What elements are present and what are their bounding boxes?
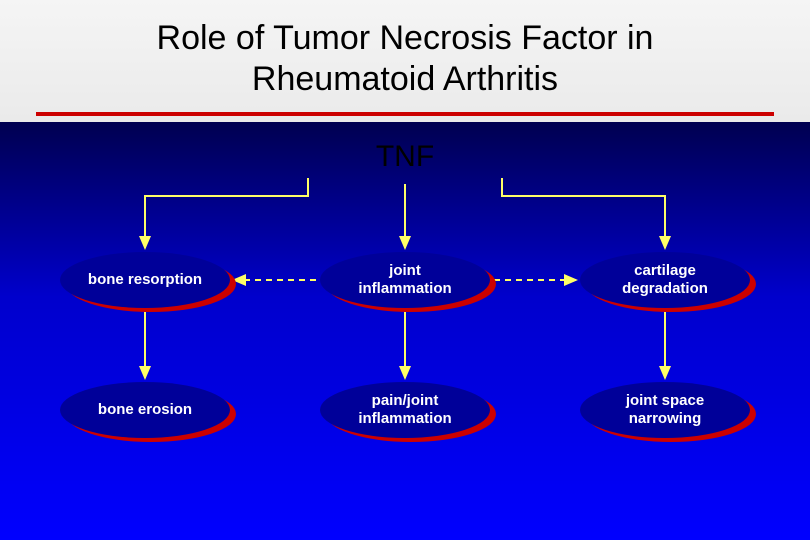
title-divider xyxy=(36,112,774,116)
node-n6: joint spacenarrowing xyxy=(580,382,750,438)
slide-title: Role of Tumor Necrosis Factor in Rheumat… xyxy=(0,0,810,112)
root-label: TNF xyxy=(376,140,434,174)
title-line-1: Role of Tumor Necrosis Factor in xyxy=(157,19,654,57)
node-n4: bone erosion xyxy=(60,382,230,438)
node-n5: pain/jointinflammation xyxy=(320,382,490,438)
title-area: Role of Tumor Necrosis Factor in Rheumat… xyxy=(0,0,810,122)
node-n1: bone resorption xyxy=(60,252,230,308)
title-line-2: Rheumatoid Arthritis xyxy=(252,60,558,98)
edge-root-n1 xyxy=(145,178,308,248)
edge-root-n3 xyxy=(502,178,665,248)
arrow-layer xyxy=(0,122,810,522)
node-n3: cartilagedegradation xyxy=(580,252,750,308)
diagram-canvas: TNF bone resorption jointinflammation cart… xyxy=(0,122,810,522)
node-n2: jointinflammation xyxy=(320,252,490,308)
